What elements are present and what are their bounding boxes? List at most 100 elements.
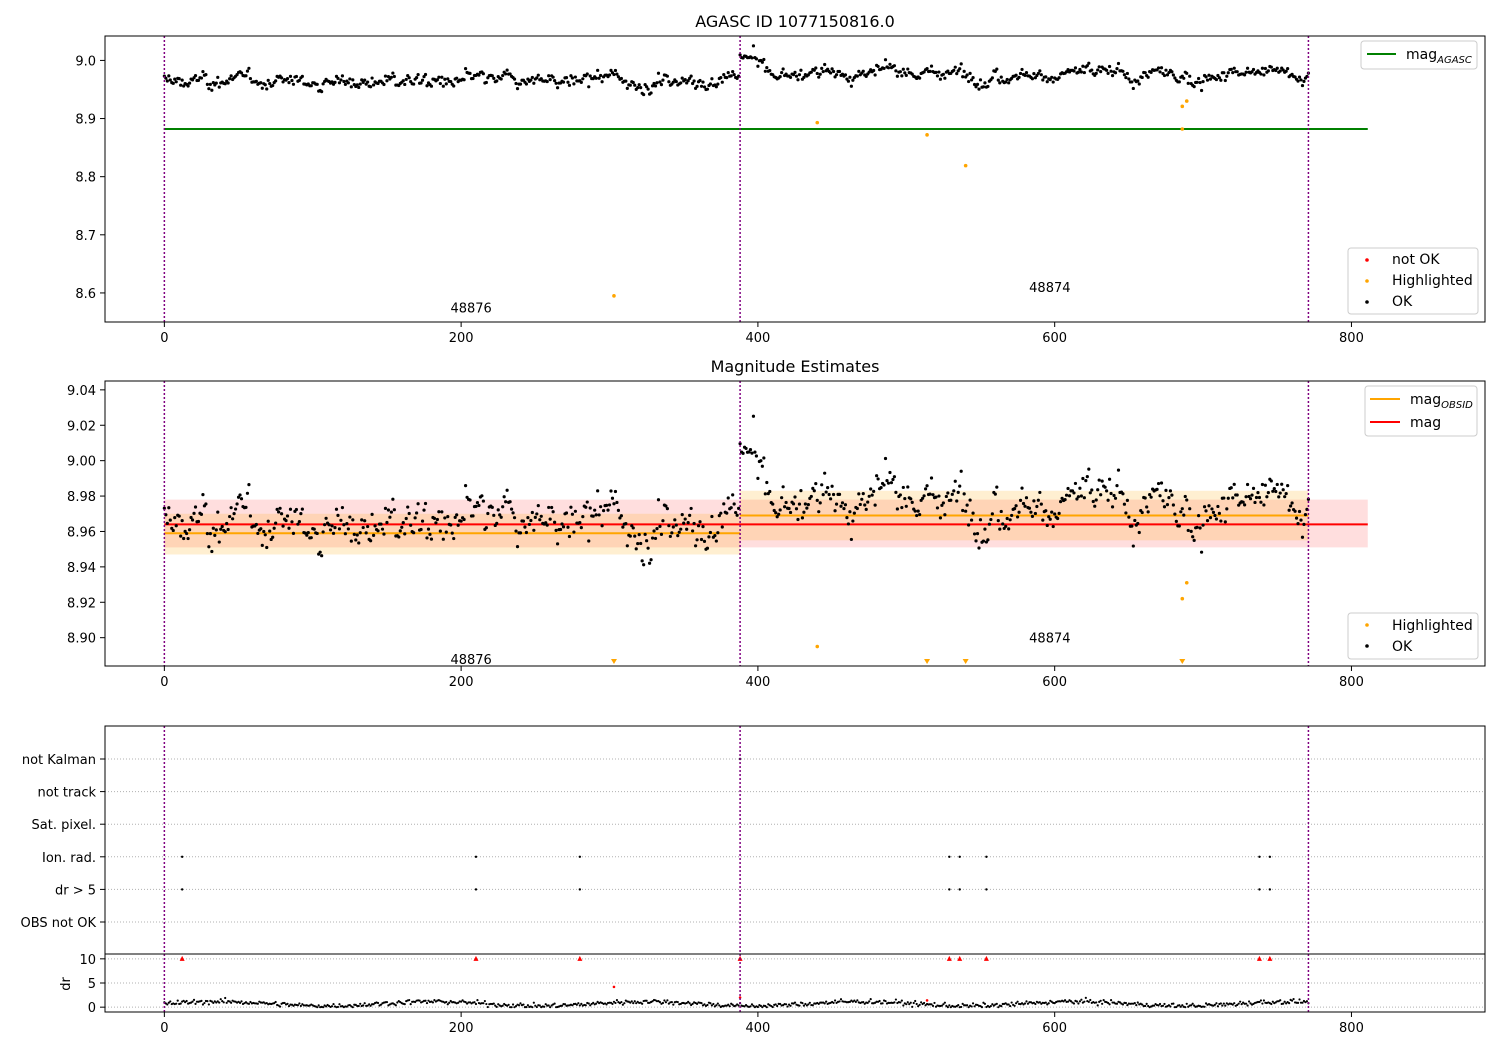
ok-point <box>840 501 845 505</box>
ok-point <box>1048 517 1052 521</box>
ok-point <box>318 550 322 554</box>
ok-point <box>585 72 589 76</box>
dr-point <box>553 1002 556 1005</box>
ok-point <box>345 522 349 526</box>
dr-point <box>1247 1000 1251 1003</box>
ok-point <box>535 76 539 80</box>
dr-point <box>286 1002 289 1006</box>
ok-point <box>809 70 813 74</box>
dr-point <box>460 1000 463 1003</box>
ok-point <box>824 490 828 494</box>
ok-point <box>864 74 868 79</box>
ok-point <box>946 69 950 73</box>
ok-point <box>621 525 625 529</box>
ok-point <box>797 502 802 506</box>
ok-point <box>788 510 793 515</box>
ok-point <box>285 76 290 81</box>
ok-point <box>248 76 253 81</box>
ok-point <box>826 486 830 490</box>
dr-point <box>1239 1000 1242 1003</box>
dr-point <box>495 1005 498 1009</box>
ok-point <box>1278 69 1282 73</box>
ok-point <box>649 558 653 562</box>
flag-point <box>1268 855 1272 858</box>
ok-point <box>363 519 367 523</box>
dr-point <box>298 1002 301 1005</box>
ok-point <box>968 71 972 75</box>
ok-point <box>446 515 450 519</box>
ok-point <box>529 78 533 82</box>
ok-point <box>259 527 263 531</box>
ok-point <box>606 508 610 512</box>
ok-point <box>753 450 757 454</box>
dr-point <box>1009 1004 1012 1008</box>
ok-point <box>1192 538 1196 543</box>
ok-point <box>986 84 990 89</box>
legend-marker-ok <box>1365 300 1369 304</box>
ok-point <box>843 73 848 77</box>
ok-point <box>504 72 508 76</box>
ok-point <box>505 488 509 492</box>
ok-point <box>263 533 267 537</box>
ok-point <box>886 481 891 485</box>
ok-point <box>962 492 966 496</box>
dr-tick-label: 5 <box>88 977 96 992</box>
ok-point <box>815 498 819 502</box>
ok-point <box>505 68 509 72</box>
ok-point <box>477 503 481 508</box>
ok-point <box>1260 66 1265 70</box>
ok-point <box>475 500 480 505</box>
ok-point <box>1205 78 1210 82</box>
ok-point <box>812 68 816 72</box>
dr-point <box>1014 1002 1018 1005</box>
ok-point <box>340 506 345 510</box>
dr-point <box>330 1005 334 1008</box>
ok-point <box>360 518 364 522</box>
ok-point <box>754 454 759 458</box>
ok-point <box>619 514 623 518</box>
ok-point <box>1248 497 1253 501</box>
ok-point <box>971 76 975 80</box>
ok-point <box>645 85 649 89</box>
ok-point <box>443 77 447 81</box>
ok-point <box>818 72 822 76</box>
ok-point <box>521 519 526 523</box>
flag-point <box>180 855 184 858</box>
ok-point <box>1081 64 1085 68</box>
dr-point <box>538 1004 541 1007</box>
ok-point <box>855 74 859 78</box>
ok-point <box>1033 76 1037 80</box>
legend-label-mag-agasc: magAGASC <box>1406 47 1472 66</box>
dr-point <box>787 1003 791 1006</box>
ok-point <box>492 76 496 80</box>
ok-point <box>842 506 846 511</box>
ok-point <box>860 497 864 501</box>
dr-point <box>425 1001 429 1005</box>
dr-point <box>801 1002 804 1005</box>
dr-point <box>240 1000 243 1003</box>
ok-point <box>1038 69 1042 73</box>
ok-point <box>1116 61 1121 66</box>
ok-point <box>254 79 258 83</box>
dr-point <box>1016 1000 1019 1003</box>
dr-point <box>169 1000 172 1003</box>
dr-point <box>862 1001 865 1004</box>
ok-point <box>1198 526 1202 530</box>
dr-point <box>1193 1004 1196 1007</box>
ok-point <box>512 77 517 81</box>
ok-point <box>1024 496 1029 500</box>
ok-point <box>765 480 769 485</box>
dr-point <box>621 1003 624 1006</box>
ok-point <box>849 84 853 88</box>
ok-point <box>328 528 333 532</box>
y-tick-label: 8.7 <box>75 229 96 244</box>
ok-point <box>817 75 821 79</box>
ok-point <box>204 73 208 77</box>
clipped-point-marker <box>962 659 969 664</box>
dr-point <box>1271 1000 1274 1003</box>
ok-point <box>220 524 224 529</box>
ok-point <box>888 62 892 66</box>
dr-point <box>931 1004 935 1007</box>
dr-point <box>492 1002 495 1005</box>
